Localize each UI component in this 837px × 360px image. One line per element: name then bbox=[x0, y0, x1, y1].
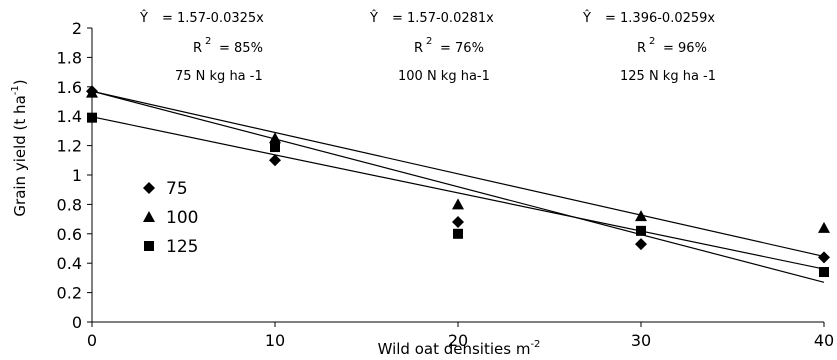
regression-line-100 bbox=[91, 90, 825, 258]
regression-line-125 bbox=[91, 116, 825, 270]
data-point-100 bbox=[818, 221, 830, 233]
annotation-r2-label: R bbox=[637, 41, 646, 56]
data-point-75 bbox=[635, 238, 647, 251]
data-point-75 bbox=[452, 216, 464, 229]
x-tick-label: 10 bbox=[265, 331, 285, 350]
annotation-equation: = 1.396-0.0259x bbox=[605, 11, 715, 26]
annotation-yhat: Ŷ bbox=[582, 10, 591, 26]
regression-lines bbox=[91, 90, 825, 283]
legend-label-75: 75 bbox=[166, 179, 188, 199]
annotation-r2-sup: 2 bbox=[649, 36, 655, 47]
annotation-r2-value: = 96% bbox=[663, 41, 707, 56]
y-tick-label: 1.4 bbox=[57, 107, 82, 126]
annotation-75: Ŷ = 1.57-0.0325x R 2 = 85% 75 N kg ha -1 bbox=[139, 10, 264, 84]
data-point-125 bbox=[636, 225, 646, 236]
annotation-equation: = 1.57-0.0325x bbox=[162, 11, 264, 26]
legend-marker-75 bbox=[143, 182, 155, 194]
annotation-r2-value: = 76% bbox=[440, 41, 484, 56]
annotation-equation: = 1.57-0.0281x bbox=[392, 11, 494, 26]
annotation-treatment: 125 N kg ha -1 bbox=[620, 69, 716, 84]
y-tick-label: 0.4 bbox=[57, 254, 82, 273]
y-tick-label: 0.2 bbox=[57, 284, 82, 303]
x-tick-label: 40 bbox=[814, 331, 834, 350]
data-point-75 bbox=[269, 154, 281, 167]
annotation-r2-sup: 2 bbox=[205, 36, 211, 47]
annotation-125: Ŷ = 1.396-0.0259x R 2 = 96% 125 N kg ha … bbox=[582, 10, 716, 84]
data-point-125 bbox=[819, 267, 829, 278]
y-axis-title: Grain yield (t ha-1) bbox=[10, 79, 29, 216]
x-tick-label: 0 bbox=[87, 331, 97, 350]
annotation-r2-label: R bbox=[414, 41, 423, 56]
x-tick-label: 20 bbox=[448, 331, 468, 350]
y-tick-label: 0 bbox=[72, 313, 82, 332]
data-points bbox=[86, 85, 830, 278]
annotation-yhat: Ŷ bbox=[139, 10, 148, 26]
y-tick-label: 2 bbox=[72, 19, 82, 38]
data-point-100 bbox=[86, 86, 98, 98]
data-point-125 bbox=[453, 228, 463, 239]
y-tick-label: 1.6 bbox=[57, 78, 82, 97]
annotation-r2-value: = 85% bbox=[219, 41, 263, 56]
annotation-r2-sup: 2 bbox=[426, 36, 432, 47]
legend-label-100: 100 bbox=[166, 208, 198, 228]
data-point-100 bbox=[269, 132, 281, 144]
annotation-treatment: 100 N kg ha-1 bbox=[398, 69, 490, 84]
y-tick-label: 0.8 bbox=[57, 195, 82, 214]
regression-line-75 bbox=[91, 90, 825, 283]
y-tick-label: 0.6 bbox=[57, 225, 82, 244]
annotation-100: Ŷ = 1.57-0.0281x R 2 = 76% 100 N kg ha-1 bbox=[369, 10, 494, 84]
y-tick-label: 1.2 bbox=[57, 137, 82, 156]
annotation-yhat: Ŷ bbox=[369, 10, 378, 26]
annotation-treatment: 75 N kg ha -1 bbox=[175, 69, 263, 84]
x-axis-title: Wild oat densities m-2 bbox=[378, 339, 541, 358]
data-point-125 bbox=[270, 142, 280, 153]
y-tick-label: 1 bbox=[72, 166, 82, 185]
x-tick-label: 30 bbox=[631, 331, 651, 350]
legend: 75 100 125 bbox=[143, 179, 198, 257]
data-point-100 bbox=[635, 210, 647, 222]
axes: 00.20.40.60.811.21.41.61.820 10 20 30 40 bbox=[57, 19, 835, 350]
legend-marker-100 bbox=[143, 211, 155, 222]
data-point-100 bbox=[452, 198, 464, 210]
legend-label-125: 125 bbox=[166, 237, 198, 257]
y-tick-label: 1.8 bbox=[57, 48, 82, 67]
data-point-125 bbox=[87, 112, 97, 123]
annotation-r2-label: R bbox=[193, 41, 202, 56]
legend-marker-125 bbox=[144, 241, 154, 251]
data-point-75 bbox=[818, 251, 830, 264]
